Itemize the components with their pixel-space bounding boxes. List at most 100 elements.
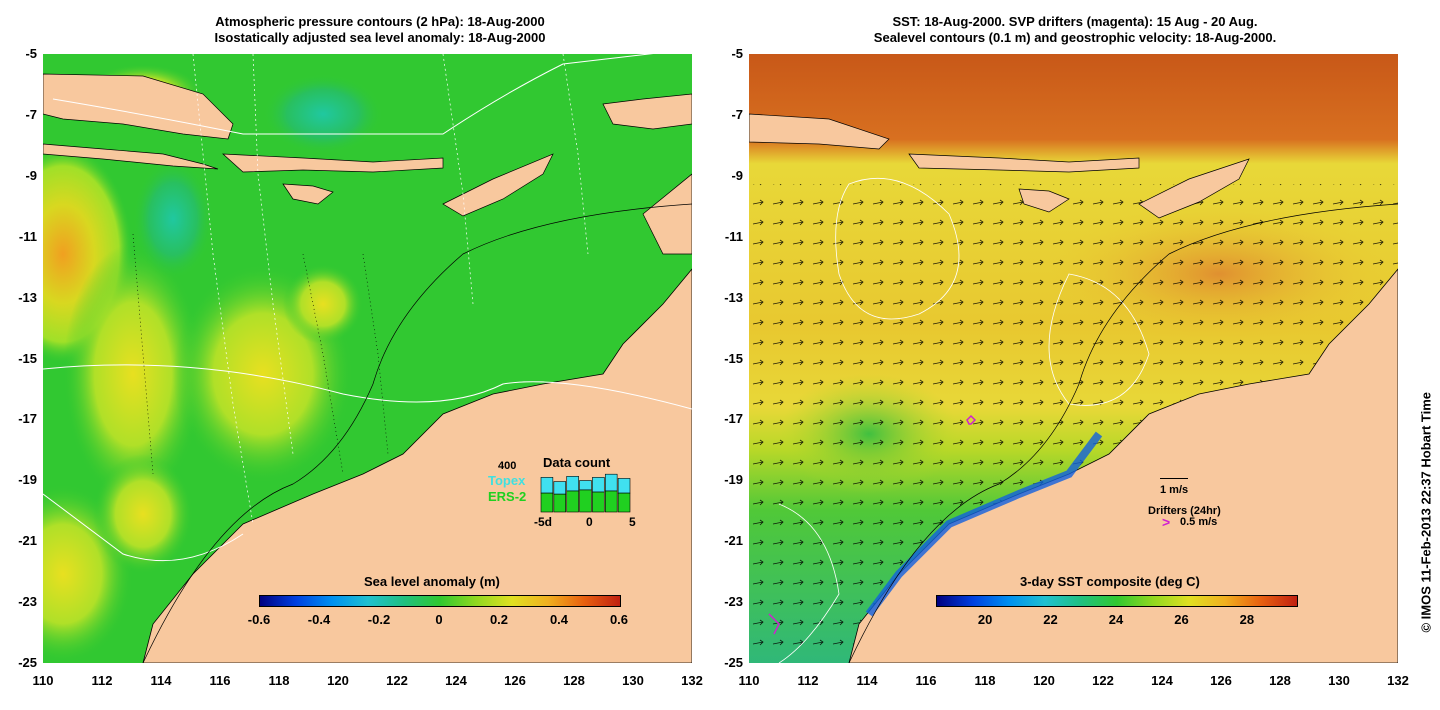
right-y-tick: -5	[731, 46, 743, 61]
left-x-tick: 130	[622, 673, 644, 688]
left-y-tick: -19	[18, 472, 37, 488]
sst-colorbar-label: 26	[1174, 612, 1189, 627]
inset-title: Data count	[543, 455, 611, 470]
right-y-tick: -11	[724, 228, 743, 244]
right-title-line1: SST: 18-Aug-2000. SVP drifters (magenta)…	[892, 14, 1258, 29]
left-y-tick: -13	[18, 289, 37, 305]
island-bali-lombok	[43, 143, 219, 170]
left-y-tick: -15	[18, 350, 37, 366]
sst-colorbar-label: 24	[1108, 612, 1124, 627]
inset-topex-bar	[540, 477, 554, 494]
right-x-tick: 118	[974, 673, 996, 688]
drifters-label: Drifters (24hr)	[1148, 505, 1221, 517]
sla-colorbar-label: -0.6	[247, 612, 271, 627]
left-x-tick: 118	[268, 673, 290, 688]
sst-island-java	[749, 113, 890, 150]
inset-topex-label: Topex	[488, 473, 526, 488]
sst-island-sumba	[1018, 188, 1070, 213]
right-y-tick: -25	[724, 655, 743, 670]
left-y-tick: -25	[18, 655, 37, 670]
island-timor	[442, 153, 554, 217]
left-x-tick: 110	[32, 673, 54, 688]
sst-colorbar-label: 20	[977, 612, 993, 627]
inset-ers2-bar	[540, 492, 554, 513]
left-x-tick: 114	[150, 673, 172, 688]
right-x-tick: 116	[915, 673, 937, 688]
left-x-tick: 112	[91, 673, 113, 688]
right-x-tick: 126	[1210, 673, 1232, 688]
right-y-tick: -9	[731, 167, 743, 183]
sst-colorbar	[936, 595, 1298, 607]
sst-colorbar-title: 3-day SST composite (deg C)	[1020, 574, 1200, 589]
sla-colorbar-label: 0	[435, 612, 443, 627]
right-x-tick: 122	[1092, 673, 1114, 688]
right-y-tick: -7	[731, 106, 743, 122]
right-x-tick: 110	[738, 673, 760, 688]
right-x-tick: 114	[856, 673, 878, 688]
inset-topex-bar	[592, 477, 605, 493]
sst-island-timor	[1138, 158, 1250, 219]
australia-landmass	[142, 268, 692, 663]
right-x-tick: 112	[797, 673, 819, 688]
right-x-tick: 128	[1269, 673, 1291, 688]
left-y-tick: -5	[25, 46, 37, 61]
left-y-tick: -9	[25, 167, 37, 183]
inset-x-label-mid: 0	[586, 515, 593, 529]
right-x-tick: 124	[1151, 673, 1173, 688]
left-x-tick: 128	[563, 673, 585, 688]
right-y-tick: -23	[724, 594, 743, 610]
sla-colorbar	[259, 595, 621, 607]
sla-colorbar-label: 0.6	[609, 612, 629, 627]
left-y-tick: -17	[18, 411, 37, 427]
drifter-arrow-icon: >	[1162, 514, 1171, 530]
sea-level-anomaly-map	[43, 54, 692, 663]
sst-map-svg	[749, 54, 1398, 663]
sla-colorbar-label: 0.4	[549, 612, 569, 627]
right-y-tick: -19	[724, 472, 743, 488]
inset-ers2-bar	[579, 489, 592, 513]
sla-colorbar-label: -0.4	[307, 612, 331, 627]
sst-colorbar-label: 22	[1043, 612, 1058, 627]
right-y-tick: -21	[724, 533, 743, 549]
left-x-tick: 116	[209, 673, 231, 688]
inset-ers2-label: ERS-2	[488, 489, 527, 504]
right-title-line2: Sealevel contours (0.1 m) and geostrophi…	[873, 30, 1277, 45]
inset-topex-bar	[553, 481, 567, 495]
left-title-line1: Atmospheric pressure contours (2 hPa): 1…	[215, 14, 545, 29]
island-north	[602, 93, 692, 130]
left-title-line2: Isostatically adjusted sea level anomaly…	[214, 30, 546, 45]
right-x-tick: 130	[1328, 673, 1350, 688]
sla-map-svg	[43, 54, 692, 663]
left-x-tick: 126	[504, 673, 526, 688]
inset-x-label-right: 5	[629, 515, 636, 529]
drifter-speed-label: 0.5 m/s	[1180, 516, 1218, 528]
right-x-tick: 120	[1033, 673, 1055, 688]
velocity-scale-label: 1 m/s	[1160, 484, 1189, 496]
sla-colorbar-label: -0.2	[367, 612, 391, 627]
inset-topex-bar	[604, 473, 618, 492]
island-sumba	[282, 183, 334, 205]
imos-credit: © IMOS 11-Feb-2013 22:37 Hobart Time	[1419, 392, 1434, 633]
sst-island-flores	[908, 153, 1140, 173]
left-x-tick: 122	[386, 673, 408, 688]
sla-colorbar-title: Sea level anomaly (m)	[364, 574, 500, 589]
inset-ers2-bar	[592, 491, 605, 513]
inset-topex-bar	[579, 480, 592, 491]
inset-ers2-bar	[553, 493, 567, 513]
left-x-tick: 132	[681, 673, 703, 688]
inset-bar-chart	[540, 473, 631, 513]
velocity-scale-arrow	[1160, 478, 1188, 479]
sst-australia-landmass	[848, 268, 1398, 663]
sla-colorbar-label: 0.2	[489, 612, 509, 627]
right-x-tick: 132	[1387, 673, 1409, 688]
inset-topex-bar	[617, 478, 631, 494]
inset-max-label: 400	[498, 460, 517, 472]
sst-map	[749, 54, 1398, 663]
left-y-tick: -11	[18, 228, 37, 244]
left-y-tick: -23	[18, 594, 37, 610]
left-y-tick: -21	[18, 533, 37, 549]
right-y-tick: -13	[724, 289, 743, 305]
island-flores	[222, 153, 444, 173]
sst-colorbar-label: 28	[1239, 612, 1255, 627]
left-x-tick: 120	[327, 673, 349, 688]
